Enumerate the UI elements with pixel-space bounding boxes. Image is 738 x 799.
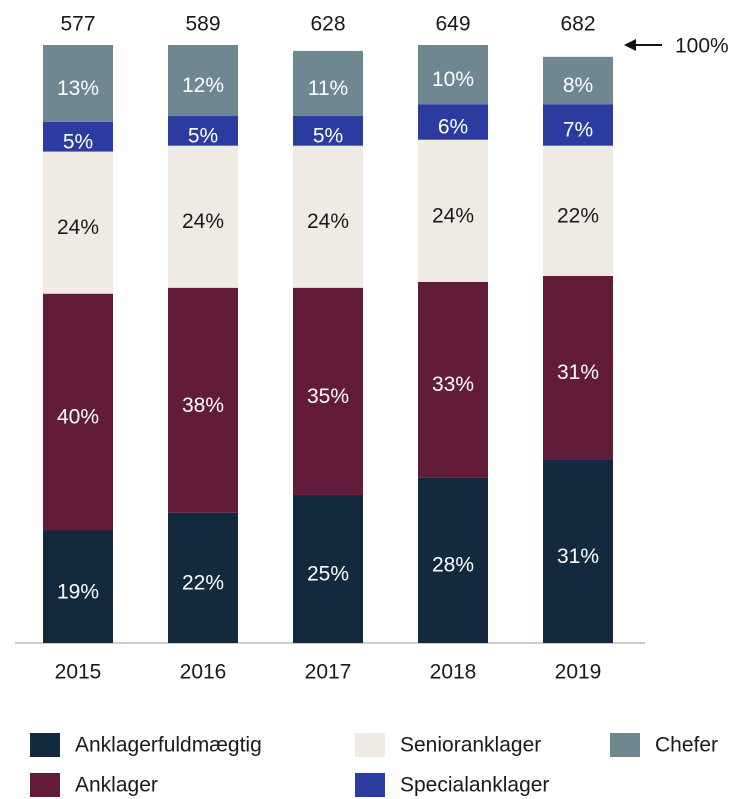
legend-label: Anklager — [75, 774, 158, 797]
total-label: 577 — [60, 13, 95, 36]
value-label: 24% — [182, 210, 224, 233]
x-tick-label: 2016 — [180, 661, 227, 684]
bar-segment — [293, 116, 363, 146]
value-label: 8% — [563, 74, 593, 97]
legend-label: Specialanklager — [400, 774, 549, 797]
bar-segment — [418, 45, 488, 105]
bar-segment — [43, 45, 113, 122]
value-label: 24% — [57, 216, 99, 239]
value-label: 40% — [57, 406, 99, 429]
bar-segment — [418, 139, 488, 282]
total-label: 649 — [435, 13, 470, 36]
value-label: 11% — [308, 77, 348, 100]
bar-segment — [168, 145, 238, 288]
value-label: 10% — [432, 68, 474, 91]
bar-segment — [543, 275, 613, 460]
legend-label: Senioranklager — [400, 734, 541, 757]
value-label: 13% — [57, 77, 99, 100]
bar-segment — [543, 56, 613, 105]
total-label: 589 — [185, 13, 220, 36]
value-label: 5% — [63, 130, 93, 153]
bar-segment — [293, 494, 363, 643]
bar-segment — [293, 287, 363, 495]
bar-segment — [543, 459, 613, 643]
bar-segment — [168, 45, 238, 117]
value-label: 12% — [182, 74, 224, 97]
x-tick-label: 2018 — [430, 661, 477, 684]
value-label: 31% — [557, 545, 599, 568]
bar-segment — [43, 530, 113, 643]
bar-segment — [418, 104, 488, 140]
value-label: 24% — [432, 204, 474, 227]
value-label: 5% — [313, 124, 343, 147]
value-label: 24% — [307, 210, 349, 233]
legend-label: Anklagerfuldmægtig — [75, 734, 262, 757]
bar-segment — [418, 281, 488, 478]
x-tick-label: 2019 — [555, 661, 602, 684]
value-label: 25% — [307, 563, 349, 586]
x-tick-label: 2015 — [55, 661, 102, 684]
value-label: 7% — [563, 118, 593, 141]
bar-segment — [293, 50, 363, 117]
bar-segment — [168, 287, 238, 513]
legend-label: Chefer — [655, 734, 718, 757]
legend-swatch — [355, 733, 385, 757]
value-label: 35% — [307, 385, 349, 408]
value-label: 6% — [438, 116, 468, 139]
legend-swatch — [355, 773, 385, 797]
bar-segment — [43, 121, 113, 152]
bar-segment — [543, 104, 613, 146]
bar-segment — [43, 293, 113, 531]
total-label: 682 — [560, 13, 595, 36]
value-label: 38% — [182, 394, 224, 417]
value-label: 19% — [57, 580, 99, 603]
value-label: 33% — [432, 373, 474, 396]
legend-swatch — [30, 733, 60, 757]
total-label: 628 — [310, 13, 345, 36]
bar-segment — [543, 145, 613, 276]
bar-segment — [418, 477, 488, 643]
annotation-arrowhead — [624, 39, 636, 51]
value-label: 5% — [188, 124, 218, 147]
value-label: 31% — [557, 361, 599, 384]
bar-segment — [168, 512, 238, 643]
annotation: 100% — [675, 35, 729, 58]
bar-segment — [293, 145, 363, 288]
legend-swatch — [610, 733, 640, 757]
value-label: 22% — [557, 204, 599, 227]
bar-segment — [168, 116, 238, 146]
x-tick-label: 2017 — [305, 661, 352, 684]
value-label: 28% — [432, 554, 474, 577]
value-label: 22% — [182, 571, 224, 594]
legend-swatch — [30, 773, 60, 797]
bar-segment — [43, 151, 113, 294]
